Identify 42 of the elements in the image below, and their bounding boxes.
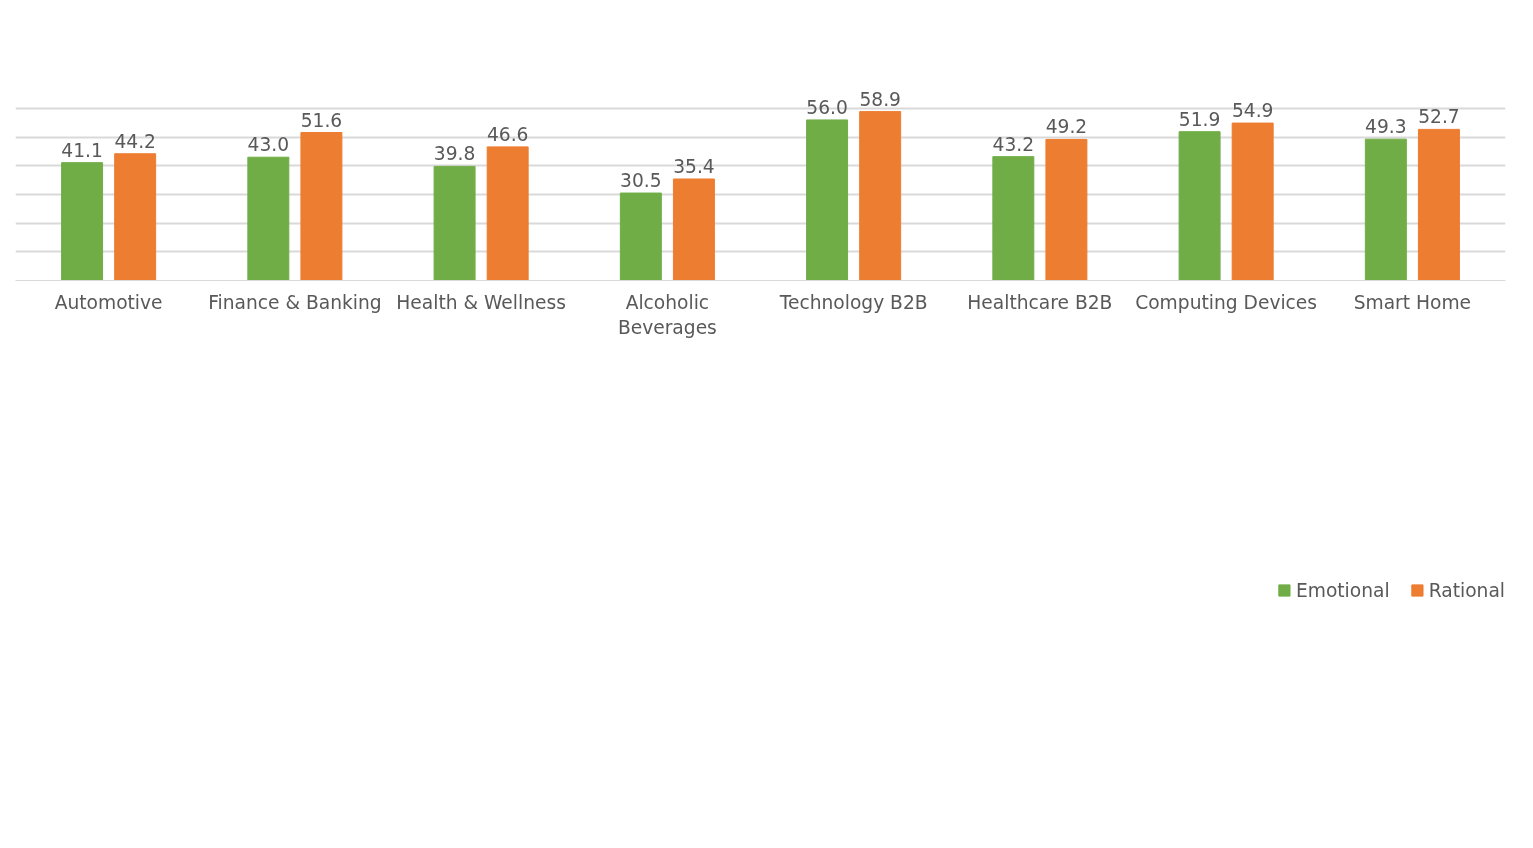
bar xyxy=(486,146,529,281)
bar xyxy=(1364,138,1407,281)
bar xyxy=(859,111,902,281)
bar xyxy=(1178,131,1221,281)
bar xyxy=(61,162,104,281)
data-label: 41.1 xyxy=(61,139,103,161)
data-label: 35.4 xyxy=(673,155,715,177)
legend-label: Emotional xyxy=(1295,579,1390,601)
x-tick-label: Alcoholic Beverages xyxy=(617,291,717,338)
data-label: 46.6 xyxy=(486,123,529,145)
x-tick-label: Healthcare B2B xyxy=(967,291,1113,313)
data-label: 43.2 xyxy=(992,133,1035,155)
data-label: 39.8 xyxy=(433,143,476,165)
data-label: 30.5 xyxy=(620,170,662,192)
data-label: 49.2 xyxy=(1045,116,1088,138)
x-tick-label: Technology B2B xyxy=(778,291,928,313)
bar xyxy=(1045,138,1088,281)
x-tick-label: Automotive xyxy=(54,291,163,313)
bar xyxy=(247,156,290,281)
data-label: 44.2 xyxy=(114,130,156,152)
data-label: 58.9 xyxy=(859,88,901,110)
legend-label: Rational xyxy=(1428,579,1505,601)
bar xyxy=(300,132,343,281)
data-label: 51.9 xyxy=(1178,108,1221,130)
data-label: 56.0 xyxy=(806,96,848,118)
data-label: 49.3 xyxy=(1365,116,1407,138)
x-tick-label: Health & Wellness xyxy=(396,291,566,313)
bar xyxy=(433,165,476,281)
data-label: 54.9 xyxy=(1231,100,1274,122)
bar xyxy=(806,119,849,281)
bar xyxy=(672,178,715,281)
bar xyxy=(1417,128,1460,281)
x-tick-label: Computing Devices xyxy=(1135,291,1318,313)
bar xyxy=(992,156,1035,281)
x-tick-label: Finance & Banking xyxy=(208,291,382,313)
data-label: 43.0 xyxy=(247,134,290,156)
bar xyxy=(1231,122,1274,281)
data-label: 51.6 xyxy=(300,109,343,131)
bar xyxy=(619,192,662,281)
x-tick-label: Smart Home xyxy=(1353,291,1472,313)
bar xyxy=(114,153,157,281)
data-label: 52.7 xyxy=(1418,106,1460,128)
